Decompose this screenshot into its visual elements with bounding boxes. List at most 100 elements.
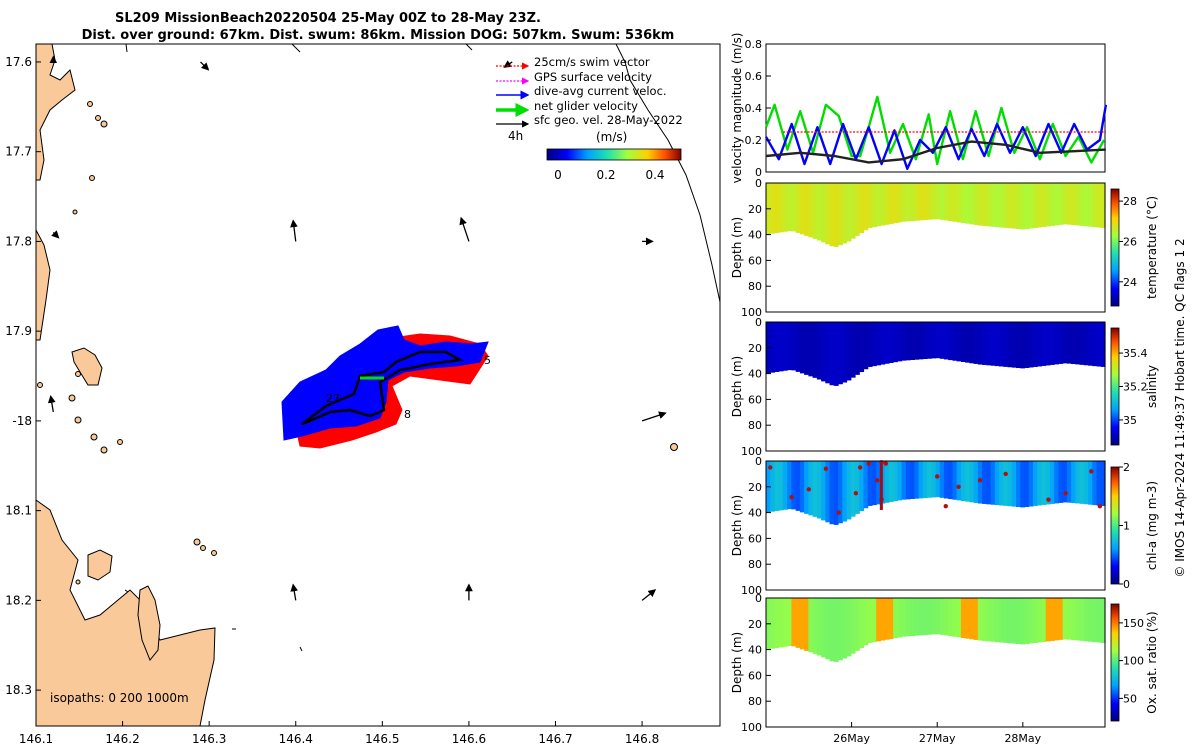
section-column (876, 461, 882, 505)
section-column (910, 183, 915, 222)
section-column (922, 461, 928, 499)
section-column (1041, 461, 1047, 505)
section-ytick-label: 0 (755, 592, 762, 605)
section-column (1016, 183, 1021, 230)
section-column (863, 598, 869, 646)
section-column (1096, 461, 1102, 506)
section-column (804, 183, 809, 236)
section-column (825, 598, 831, 660)
section-column (1071, 461, 1076, 504)
lon-tick-label: 146.2 (105, 732, 139, 746)
section-column (901, 598, 907, 637)
section-column (1024, 598, 1030, 644)
credit-text: © IMOS 14-Apr-2024 11:49:37 Hobart time.… (1173, 238, 1187, 577)
colorbar-tick-label: 50 (1123, 692, 1137, 705)
section-column (1011, 183, 1017, 229)
section-column (1032, 183, 1038, 228)
section-column (965, 322, 970, 363)
section-ytick-label: 20 (748, 618, 762, 631)
section-column (850, 598, 856, 654)
track-label-27: 27 (326, 392, 340, 405)
velocity-series-0 (764, 95, 1106, 166)
map-colorbar (546, 148, 682, 161)
colorbar-tick-1: 0.2 (596, 168, 615, 182)
section-column (1092, 183, 1098, 228)
section-column (1062, 183, 1068, 225)
lon-tick-label: 146.8 (625, 732, 659, 746)
section-column (778, 322, 784, 372)
velocity-lines (764, 95, 1108, 170)
section-column (935, 183, 941, 220)
colorbar-tick-label: 28 (1123, 195, 1137, 208)
chl-hotspot (823, 466, 829, 471)
colorbar-tick-2: 0.4 (645, 168, 664, 182)
section-column (829, 461, 835, 525)
section-column (990, 322, 996, 366)
section-column (791, 461, 797, 510)
lat-tick-label: -18 (12, 414, 32, 428)
section-column (816, 183, 822, 241)
section-column (787, 322, 793, 371)
velocity-ylabel: velocity magnitude (m/s) (730, 33, 744, 184)
section-column (1096, 322, 1102, 367)
section-column (846, 598, 852, 657)
section-column (960, 598, 966, 639)
section-column (804, 322, 809, 375)
section-ytick-label: 0 (755, 177, 762, 190)
section-column (982, 598, 987, 641)
section-column (782, 598, 788, 647)
section-column (922, 183, 928, 221)
section-ytick-label: 80 (748, 695, 762, 708)
section-column (774, 461, 780, 512)
track-label-8: 8 (404, 408, 411, 421)
section-column (804, 598, 809, 651)
chl-hotspot (1089, 469, 1094, 474)
section-column (948, 461, 954, 500)
section-column (863, 322, 869, 370)
section-column (774, 183, 780, 234)
section-column (1037, 598, 1043, 643)
geo-vector-arrow (290, 219, 298, 242)
section-column (1075, 322, 1081, 365)
section-column (888, 322, 894, 363)
section-column (905, 183, 911, 222)
section-column (973, 461, 979, 503)
section-column (867, 598, 873, 643)
section-column (829, 183, 835, 247)
section-column (829, 598, 835, 662)
section-column (1049, 322, 1055, 365)
section-ylabel: Depth (m) (730, 495, 744, 556)
section-column (1058, 461, 1064, 503)
lat-tick-label: 17.6 (5, 55, 32, 69)
section-column (838, 598, 843, 661)
section-ytick-label: 60 (748, 532, 762, 545)
section-column (1028, 322, 1034, 368)
chl-hotspot (1063, 491, 1068, 496)
section-column (774, 322, 780, 373)
section-column (1062, 461, 1068, 503)
section-column (956, 322, 962, 362)
section-column (1088, 598, 1093, 642)
section-column (910, 461, 915, 500)
section-column (842, 322, 848, 383)
colorbar-label: Ox. sat. ratio (%) (1145, 611, 1159, 713)
section-column (825, 461, 831, 523)
section-column (884, 461, 890, 503)
section-column (867, 461, 873, 506)
coastline-mainland-mid (36, 229, 51, 341)
colorbar-tick-label: 0 (1123, 578, 1130, 591)
geo-vector-arrow (459, 216, 470, 242)
section-colorbar (1110, 603, 1120, 722)
section-column (1075, 183, 1081, 226)
section-column (774, 598, 780, 649)
section-column (1045, 183, 1051, 227)
section-column (960, 183, 966, 224)
section-ylabel: Depth (m) (730, 217, 744, 278)
colorbar-tick-label: 35.2 (1123, 381, 1148, 394)
section-column (833, 322, 839, 386)
section-column (859, 183, 865, 234)
section-column (808, 322, 814, 377)
section-column (821, 598, 826, 658)
colorbar-tick-label: 35 (1123, 414, 1137, 427)
section-column (854, 183, 860, 236)
